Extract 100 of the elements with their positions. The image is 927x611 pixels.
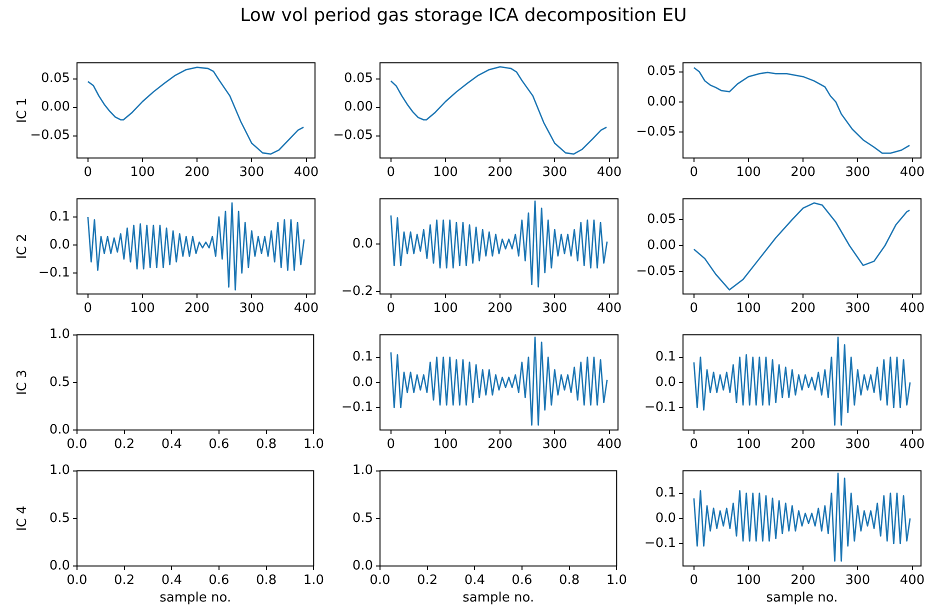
x-tick-label: 0 (84, 301, 92, 316)
y-tick-label: −0.2 (341, 284, 373, 299)
x-tick-label: 100 (130, 165, 155, 180)
x-tick-label: 0.4 (161, 437, 182, 452)
x-tick-label: 100 (433, 301, 458, 316)
x-tick-label: 200 (488, 437, 513, 452)
y-tick-label: 0.05 (647, 212, 676, 227)
x-tick-label: 400 (900, 437, 925, 452)
y-tick-label: 0.05 (41, 71, 70, 86)
x-tick-label: 200 (790, 165, 816, 180)
x-tick-label: 300 (239, 301, 264, 316)
y-tick-label: −0.05 (636, 124, 676, 140)
x-tick-label: 300 (239, 165, 264, 180)
x-axis-title: sample no. (766, 590, 838, 606)
y-tick-label: −0.05 (636, 264, 676, 280)
x-tick-label: 300 (845, 437, 870, 452)
x-tick-label: 1.0 (606, 573, 628, 588)
x-tick-label: 400 (596, 301, 622, 316)
x-tick-label: 0.4 (161, 573, 182, 588)
x-tick-label: 200 (790, 437, 816, 452)
y-tick-label: 0.05 (344, 71, 373, 86)
x-tick-label: 100 (736, 437, 761, 452)
x-tick-label: 400 (596, 165, 622, 180)
x-tick-label: 100 (433, 437, 458, 452)
x-tick-label: 400 (294, 301, 319, 316)
x-tick-label: 0 (690, 573, 698, 588)
y-tick-label: −0.1 (644, 536, 676, 551)
x-tick-label: 1.0 (303, 437, 324, 452)
y-tick-label: 0.5 (49, 374, 70, 390)
y-tick-label: 0.00 (647, 238, 676, 253)
x-tick-label: 200 (184, 165, 210, 180)
x-tick-label: 300 (542, 165, 568, 180)
x-tick-label: 300 (542, 301, 568, 316)
x-tick-label: 0 (386, 301, 396, 316)
x-tick-label: 0.2 (114, 573, 135, 588)
x-tick-label: 0.2 (416, 573, 438, 588)
x-tick-label: 0.6 (208, 437, 230, 452)
x-tick-label: 0.8 (256, 437, 277, 452)
y-tick-label: −0.05 (30, 128, 70, 144)
y-tick-label: 0.0 (352, 236, 373, 252)
x-tick-label: 200 (790, 301, 816, 316)
x-tick-label: 400 (294, 165, 319, 180)
y-tick-label: −0.1 (644, 400, 676, 415)
y-tick-label: −0.1 (38, 265, 70, 280)
x-tick-label: 400 (900, 165, 925, 180)
x-tick-label: 300 (845, 301, 870, 316)
y-tick-label: 0.05 (647, 64, 676, 80)
x-tick-label: 0 (690, 437, 698, 452)
y-tick-label: 0.1 (352, 350, 373, 365)
y-tick-label: −0.05 (333, 128, 373, 144)
x-tick-label: 0.6 (208, 573, 230, 588)
x-tick-label: 0 (690, 301, 698, 316)
x-tick-label: 100 (736, 165, 761, 180)
y-tick-label: −0.1 (341, 400, 373, 415)
y-tick-label: 0.1 (655, 350, 676, 365)
x-tick-label: 0.8 (256, 573, 277, 588)
x-tick-label: 0.0 (66, 573, 88, 588)
y-tick-label: 0.0 (655, 510, 676, 526)
x-tick-label: 300 (845, 573, 870, 588)
y-tick-label: 0.0 (352, 558, 373, 574)
x-tick-label: 100 (736, 301, 761, 316)
x-tick-label: 100 (736, 573, 761, 588)
x-tick-label: 400 (596, 437, 622, 452)
x-tick-label: 100 (130, 301, 155, 316)
x-tick-label: 0 (84, 165, 92, 180)
x-tick-label: 0.2 (114, 437, 135, 452)
y-tick-label: 0.5 (49, 510, 70, 526)
y-tick-label: 0.0 (49, 237, 70, 252)
x-tick-label: 1.0 (303, 573, 324, 588)
x-tick-label: 0.8 (558, 573, 580, 588)
x-tick-label: 300 (845, 165, 870, 180)
y-tick-label: 1.0 (352, 463, 373, 478)
y-tick-label: 0.00 (41, 100, 70, 115)
x-tick-label: 0 (386, 165, 396, 180)
y-tick-label: 1.0 (49, 463, 70, 478)
x-tick-label: 0.4 (464, 573, 486, 588)
x-axis-title: sample no. (462, 590, 534, 606)
x-tick-label: 200 (488, 165, 513, 180)
x-tick-label: 400 (900, 573, 925, 588)
x-axis-title: sample no. (160, 590, 232, 606)
x-tick-label: 0 (690, 165, 698, 180)
x-tick-label: 0 (386, 437, 396, 452)
y-tick-label: 1.0 (49, 327, 70, 342)
x-tick-label: 200 (184, 301, 210, 316)
y-tick-label: 0.5 (352, 510, 373, 526)
x-tick-label: 200 (790, 573, 816, 588)
x-tick-label: 200 (488, 301, 513, 316)
y-tick-label: 0.1 (49, 209, 70, 224)
x-tick-label: 100 (433, 165, 458, 180)
text: Low vol period gas storage ICA decomposition EU (239, 5, 688, 26)
y-tick-label: 0.0 (655, 374, 676, 390)
y-tick-label: 0.0 (49, 558, 70, 574)
y-axis-title: IC 2 (15, 234, 30, 260)
x-tick-label: 400 (900, 301, 925, 316)
y-tick-label: 0.0 (49, 422, 70, 438)
y-tick-label: 0.0 (352, 374, 373, 390)
x-tick-label: 300 (542, 437, 568, 452)
x-tick-label: 0.0 (66, 437, 88, 452)
y-tick-label: 0.1 (655, 486, 676, 501)
y-tick-label: 0.00 (344, 100, 373, 115)
